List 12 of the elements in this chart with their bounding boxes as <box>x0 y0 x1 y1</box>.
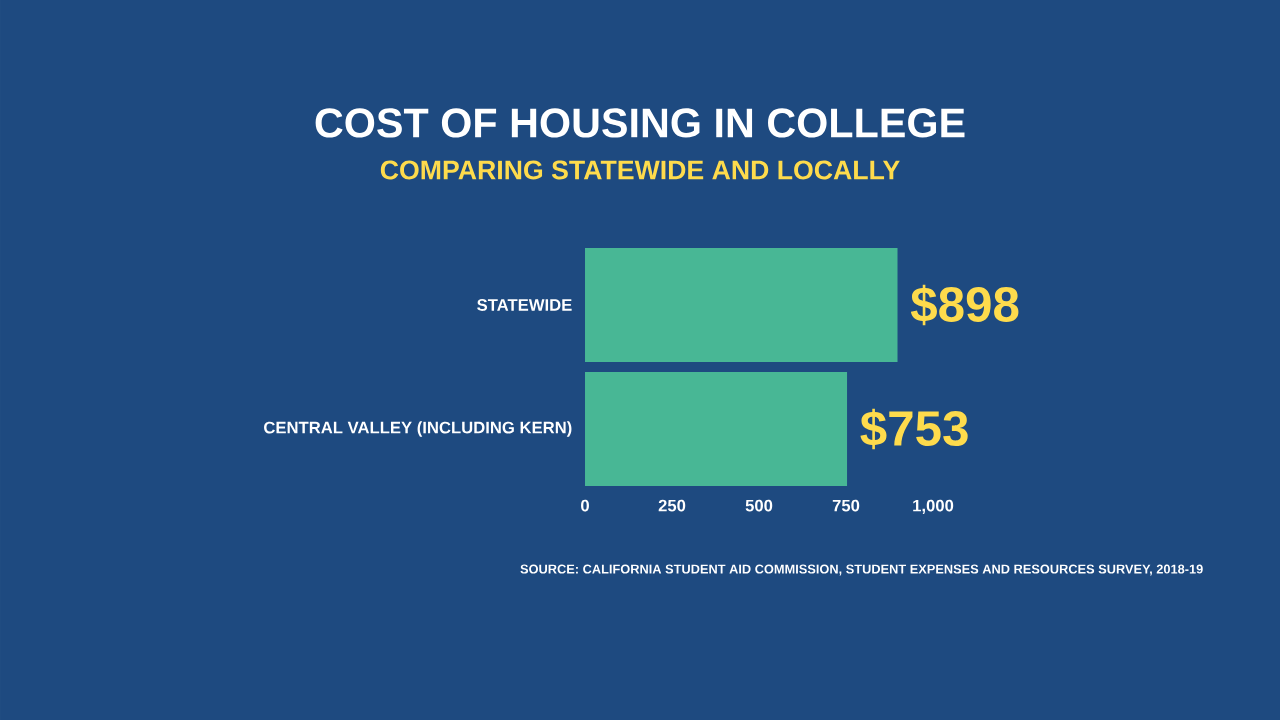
chart-subtitle: COMPARING STATEWIDE AND LOCALLY <box>380 160 900 180</box>
x-tick-label: 750 <box>832 499 860 512</box>
x-tick-label: 0 <box>581 499 589 512</box>
data-label: $898 <box>910 284 1019 326</box>
x-tick-label: 500 <box>745 499 773 512</box>
chart-title: COST OF HOUSING IN COLLEGE <box>315 108 965 138</box>
y-tick-label: CENTRAL VALLEY (INCLUDING KERN) <box>264 421 572 437</box>
y-tick-label: STATEWIDE <box>477 299 572 311</box>
data-label: $753 <box>860 408 968 450</box>
source-note: SOURCE: CALIFORNIA STUDENT AID COMMISSION, STUDENT EXPENSES AND RESOURCES SURVEY, 2018-19 <box>520 564 1203 576</box>
x-tick-label: 1,000 <box>913 499 954 514</box>
x-tick-label: 250 <box>658 499 686 512</box>
